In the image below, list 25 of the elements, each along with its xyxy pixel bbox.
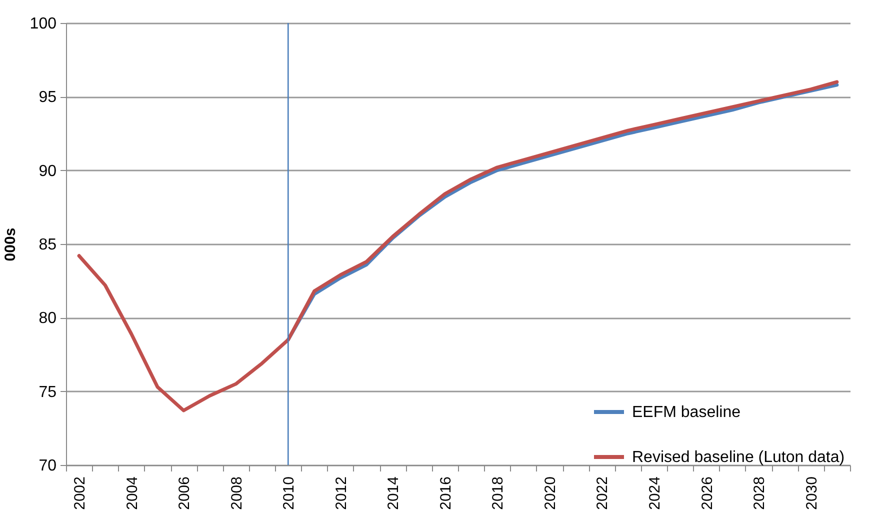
- y-tick-label: 95: [38, 89, 57, 106]
- legend-label: Revised baseline (Luton data): [632, 449, 845, 466]
- x-tick-label: 2018: [490, 476, 507, 510]
- y-tick-label: 75: [38, 384, 57, 401]
- y-tick-label: 80: [38, 310, 57, 328]
- x-tick-label: 2010: [280, 476, 298, 510]
- x-tick-label: 2014: [385, 476, 402, 510]
- x-tick-label: 2012: [332, 476, 350, 510]
- x-tick-label: 2016: [437, 476, 454, 510]
- y-tick-label: 100: [30, 16, 57, 32]
- x-tick-label: 2004: [124, 476, 141, 510]
- x-tick-label: 2020: [542, 476, 559, 510]
- legend-label: EEFM baseline: [632, 404, 741, 421]
- y-tick-label: 70: [38, 458, 57, 474]
- x-tick-label: 2008: [228, 476, 246, 510]
- x-tick-label: 2024: [646, 476, 664, 510]
- x-tick-label: 2006: [176, 476, 194, 510]
- y-axis-title: 000s: [2, 228, 19, 262]
- x-tick-label: 2030: [803, 476, 820, 510]
- x-tick-label: 2026: [698, 476, 716, 510]
- x-tick-label: 2002: [72, 476, 89, 510]
- x-tick-label: 2022: [594, 476, 612, 510]
- y-tick-label: 90: [38, 162, 57, 180]
- x-tick-label: 2028: [751, 476, 768, 510]
- y-tick-label: 85: [38, 236, 57, 254]
